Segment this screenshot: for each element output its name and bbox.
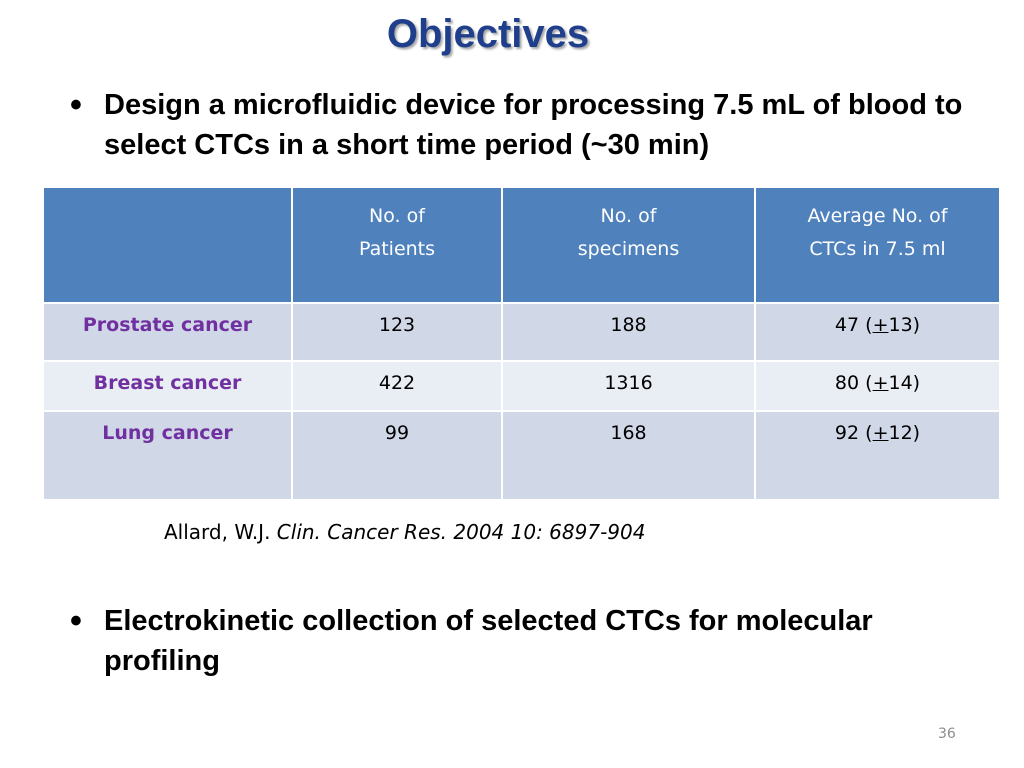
cell-patients: 422 bbox=[291, 360, 503, 412]
citation: Allard, W.J. Clin. Cancer Res. 2004 10: … bbox=[164, 520, 645, 544]
row-label: Prostate cancer bbox=[42, 302, 293, 362]
table-row: Prostate cancer 123 188 47 (+13) bbox=[42, 302, 1001, 362]
table-row: Breast cancer 422 1316 80 (+14) bbox=[42, 360, 1001, 412]
cell-avg-ctcs: 80 (+14) bbox=[754, 360, 1001, 412]
ctc-data-table: No. of Patients No. of specimens Average… bbox=[42, 186, 1001, 501]
header-patients: No. of Patients bbox=[291, 186, 503, 304]
citation-journal: Clin. Cancer Res. 2004 10: 6897-904 bbox=[270, 520, 646, 544]
header-avg-ctcs: Average No. of CTCs in 7.5 ml bbox=[754, 186, 1001, 304]
bullet-objective-2: • Electrokinetic collection of selected … bbox=[70, 601, 964, 681]
bullet-dot-icon: • bbox=[70, 602, 82, 640]
table-row: Lung cancer 99 168 92 (+12) bbox=[42, 410, 1001, 501]
cell-specimens: 168 bbox=[501, 410, 756, 501]
bullet-text-2: Electrokinetic collection of selected CT… bbox=[104, 605, 873, 677]
header-cell-empty bbox=[42, 186, 293, 304]
cell-patients: 99 bbox=[291, 410, 503, 501]
bullet-objective-1: • Design a microfluidic device for proce… bbox=[70, 85, 994, 165]
table-header-row: No. of Patients No. of specimens Average… bbox=[42, 186, 1001, 304]
cell-specimens: 188 bbox=[501, 302, 756, 362]
bullet-dot-icon: • bbox=[70, 86, 82, 124]
bullet-text-1: Design a microfluidic device for process… bbox=[104, 89, 963, 161]
cell-avg-ctcs: 92 (+12) bbox=[754, 410, 1001, 501]
row-label: Breast cancer bbox=[42, 360, 293, 412]
row-label: Lung cancer bbox=[42, 410, 293, 501]
citation-authors: Allard, W.J. bbox=[164, 520, 271, 544]
page-number: 36 bbox=[938, 726, 956, 742]
cell-specimens: 1316 bbox=[501, 360, 756, 412]
cell-patients: 123 bbox=[291, 302, 503, 362]
slide-title: Objectives bbox=[386, 12, 590, 56]
header-specimens: No. of specimens bbox=[501, 186, 756, 304]
cell-avg-ctcs: 47 (+13) bbox=[754, 302, 1001, 362]
